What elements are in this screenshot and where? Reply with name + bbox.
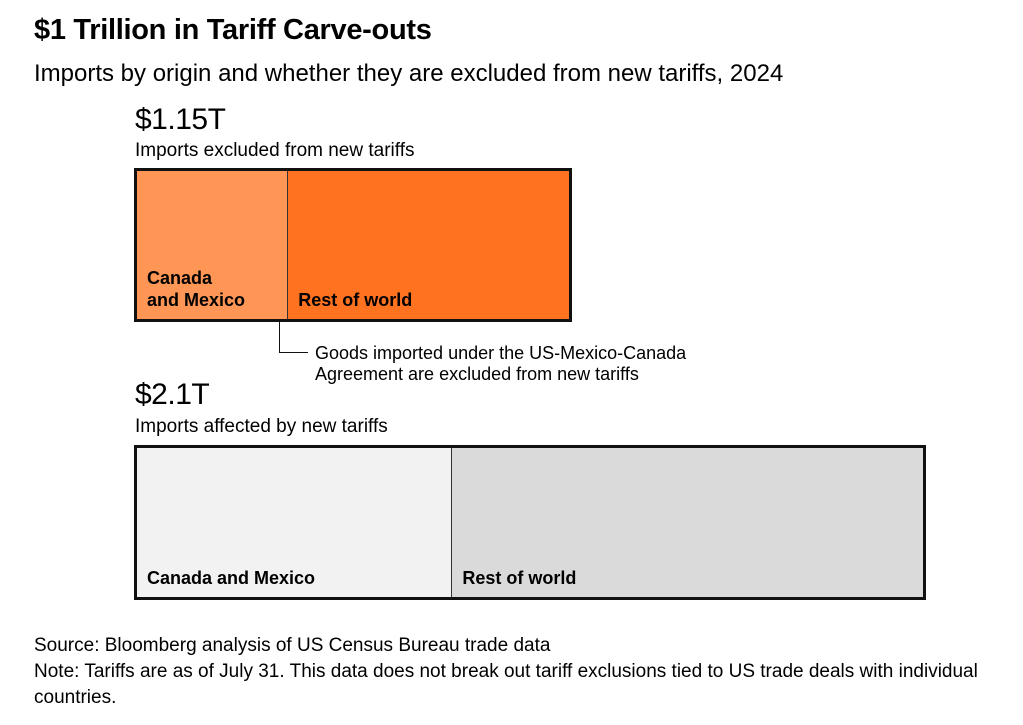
- bar-affected-imports: Canada and Mexico Rest of world: [134, 445, 926, 600]
- source-note: Source: Bloomberg analysis of US Census …: [34, 635, 551, 656]
- chart-title: $1 Trillion in Tariff Carve-outs: [34, 14, 432, 46]
- chart-subtitle: Imports by origin and whether they are e…: [34, 60, 784, 87]
- segment-label: Rest of world: [298, 290, 413, 310]
- bar-segment-canada-mexico-affected: Canada and Mexico: [137, 448, 452, 597]
- usmca-annotation: Goods imported under the US-Mexico-Canad…: [315, 343, 687, 384]
- bar-segment-rest-of-world-affected: Rest of world: [451, 448, 923, 597]
- bar2-total-label: $2.1T: [135, 378, 210, 411]
- bar1-description: Imports excluded from new tariffs: [135, 140, 415, 161]
- bar-excluded-imports: Canada and Mexico Rest of world: [134, 168, 572, 322]
- segment-label: Canada and Mexico: [147, 568, 316, 588]
- bar-segment-canada-mexico-excluded: Canada and Mexico: [137, 171, 288, 319]
- bar1-total-label: $1.15T: [135, 103, 226, 136]
- annotation-leader-line: [279, 322, 308, 353]
- bar-segment-rest-of-world-excluded: Rest of world: [287, 171, 569, 319]
- footnote: Note: Tariffs are as of July 31. This da…: [34, 661, 978, 708]
- bar2-description: Imports affected by new tariffs: [135, 416, 388, 437]
- segment-label: Rest of world: [462, 568, 577, 588]
- segment-label: Canada and Mexico: [147, 268, 246, 310]
